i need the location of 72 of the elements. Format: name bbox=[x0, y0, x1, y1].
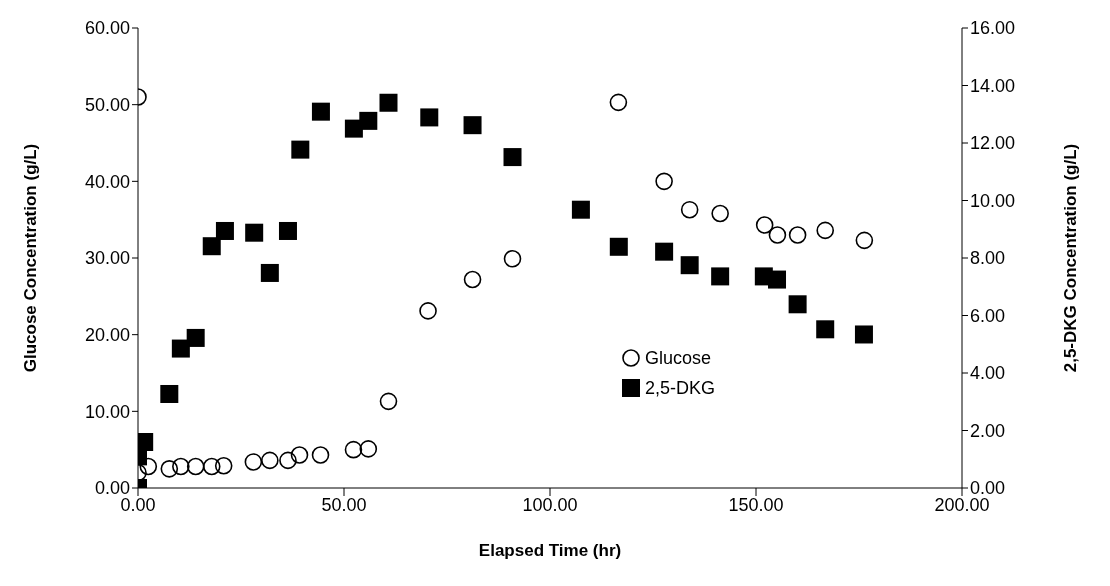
y-axis-title: Glucose Concentration (g/L) bbox=[21, 143, 41, 373]
point bbox=[186, 328, 205, 347]
point bbox=[279, 451, 297, 470]
y-tick-label: 30.00 bbox=[84, 248, 130, 269]
point bbox=[655, 242, 674, 261]
y2-tick-label: 2.00 bbox=[970, 420, 1006, 441]
point bbox=[788, 295, 807, 314]
point bbox=[503, 148, 522, 167]
point bbox=[245, 223, 264, 242]
y-tick-label: 60.00 bbox=[84, 18, 130, 39]
point bbox=[655, 172, 673, 191]
point bbox=[278, 221, 297, 240]
point bbox=[768, 226, 787, 244]
point bbox=[609, 237, 628, 256]
y-tick-label: 40.00 bbox=[84, 171, 130, 192]
y2-axis-title: 2,5-DKG Concentration (g/L) bbox=[1061, 143, 1081, 373]
point bbox=[261, 451, 279, 470]
point bbox=[215, 221, 234, 240]
point bbox=[711, 204, 729, 223]
point bbox=[571, 200, 590, 219]
point bbox=[419, 302, 437, 320]
y-tick-label: 10.00 bbox=[84, 401, 130, 422]
y2-tick-label: 10.00 bbox=[970, 190, 1016, 211]
point bbox=[344, 440, 363, 459]
point bbox=[463, 116, 482, 135]
y-tick-label: 20.00 bbox=[84, 325, 130, 346]
point bbox=[816, 221, 835, 240]
point bbox=[311, 446, 330, 464]
point bbox=[160, 384, 179, 403]
point bbox=[816, 320, 835, 339]
x-tick-label: 150.00 bbox=[728, 494, 784, 515]
point bbox=[463, 270, 482, 289]
point bbox=[244, 453, 263, 471]
point bbox=[379, 392, 398, 411]
point bbox=[768, 270, 787, 289]
point bbox=[609, 93, 628, 112]
point bbox=[379, 93, 398, 112]
point bbox=[854, 325, 873, 344]
y2-tick-label: 14.00 bbox=[970, 75, 1016, 96]
y2-tick-label: 16.00 bbox=[970, 18, 1016, 39]
y2-tick-label: 4.00 bbox=[970, 363, 1006, 384]
point bbox=[160, 460, 179, 478]
point bbox=[290, 446, 309, 464]
point bbox=[788, 226, 807, 244]
legend-label: 2,5-DKG bbox=[645, 377, 716, 399]
point bbox=[420, 108, 439, 127]
x-tick-label: 100.00 bbox=[522, 494, 578, 515]
point bbox=[139, 457, 158, 476]
point bbox=[680, 200, 699, 219]
point bbox=[202, 237, 221, 256]
point bbox=[214, 456, 233, 475]
point bbox=[711, 267, 730, 286]
point bbox=[503, 249, 522, 268]
legend-label: Glucose bbox=[645, 347, 712, 369]
point bbox=[260, 263, 279, 282]
point bbox=[680, 256, 699, 275]
point bbox=[202, 457, 221, 476]
point bbox=[171, 339, 190, 358]
point bbox=[311, 102, 330, 121]
point bbox=[855, 231, 874, 250]
y2-tick-label: 8.00 bbox=[970, 248, 1006, 269]
point bbox=[359, 440, 378, 458]
point bbox=[186, 457, 205, 476]
y2-tick-label: 6.00 bbox=[970, 305, 1006, 326]
point bbox=[291, 140, 310, 159]
x-axis-title: Elapsed Time (hr) bbox=[478, 541, 622, 560]
point bbox=[172, 457, 190, 476]
y-tick-label: 50.00 bbox=[84, 95, 130, 116]
x-tick-label: 50.00 bbox=[321, 494, 367, 515]
point bbox=[755, 216, 774, 234]
point bbox=[359, 111, 378, 130]
y2-tick-label: 12.00 bbox=[970, 133, 1016, 154]
